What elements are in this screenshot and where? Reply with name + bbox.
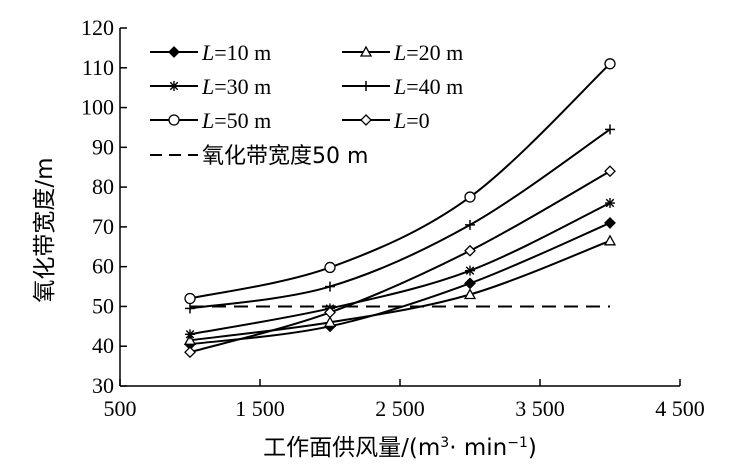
y-tick-label: 90 bbox=[92, 134, 114, 159]
data-point-marker bbox=[325, 281, 335, 292]
circle-marker bbox=[184, 292, 196, 305]
x-tick-label: 4 500 bbox=[655, 396, 705, 421]
series-line bbox=[189, 128, 611, 310]
data-point-marker bbox=[604, 58, 616, 70]
y-tick-label: 110 bbox=[82, 55, 114, 80]
legend-label: L=40 m bbox=[393, 74, 463, 99]
legend-label: L=30 m bbox=[201, 74, 271, 99]
y-tick-label: 50 bbox=[92, 293, 114, 318]
y-tick-label: 70 bbox=[92, 214, 114, 239]
x-tick-label: 2 500 bbox=[375, 396, 425, 421]
diamond-marker bbox=[360, 114, 372, 126]
data-point-marker bbox=[184, 346, 196, 359]
diamond-marker bbox=[604, 165, 616, 178]
legend-item-5: L=0 bbox=[342, 108, 430, 133]
data-point-marker bbox=[361, 81, 371, 91]
x-tick-label: 1 500 bbox=[235, 396, 285, 421]
triangle-marker bbox=[463, 288, 477, 300]
circle-marker bbox=[168, 114, 180, 126]
series-3 bbox=[185, 124, 615, 314]
data-point-marker bbox=[168, 46, 180, 58]
y-tick-label: 30 bbox=[92, 373, 114, 398]
x-tick-label: 3 500 bbox=[515, 396, 565, 421]
data-point-marker bbox=[464, 244, 476, 257]
diamond-marker bbox=[464, 277, 476, 290]
data-point-marker bbox=[464, 191, 476, 203]
data-point-marker bbox=[169, 81, 179, 91]
x-axis-title: 工作面供风量/(m3· min−1) bbox=[263, 435, 537, 461]
data-point-marker bbox=[605, 198, 615, 209]
legend-label: L=10 m bbox=[201, 40, 271, 65]
circle-marker bbox=[604, 58, 616, 70]
data-point-marker bbox=[604, 216, 616, 229]
diamond-marker bbox=[184, 346, 196, 359]
legend-item-3: L=40 m bbox=[342, 74, 463, 99]
legend-label: L=0 bbox=[393, 108, 430, 133]
data-point-marker bbox=[184, 292, 196, 305]
star-marker-d2 bbox=[169, 81, 179, 91]
star-marker-d2 bbox=[185, 330, 195, 339]
series-5 bbox=[184, 165, 616, 359]
data-point-marker bbox=[324, 261, 336, 274]
series-line bbox=[189, 221, 611, 346]
data-point-marker bbox=[463, 288, 477, 300]
data-point-marker bbox=[185, 329, 195, 340]
star-marker-d2 bbox=[605, 198, 615, 208]
series-line bbox=[189, 239, 611, 342]
data-point-marker bbox=[359, 45, 373, 57]
y-tick-label: 80 bbox=[92, 174, 114, 199]
legend-item-reference: 氧化带宽度50 m bbox=[150, 144, 368, 169]
circle-marker bbox=[324, 261, 336, 274]
y-tick-label: 60 bbox=[92, 254, 114, 279]
data-point-marker bbox=[465, 219, 475, 230]
data-point-marker bbox=[324, 306, 336, 319]
triangle-marker bbox=[323, 316, 337, 328]
data-point-marker bbox=[183, 333, 197, 345]
diamond-marker bbox=[464, 244, 476, 257]
data-point-marker bbox=[323, 316, 337, 328]
diamond-marker bbox=[324, 306, 336, 319]
series-line bbox=[189, 202, 611, 336]
legend-label: L=20 m bbox=[393, 40, 463, 65]
legend-item-1: L=20 m bbox=[342, 40, 463, 65]
data-point-marker bbox=[464, 277, 476, 290]
triangle-marker bbox=[183, 333, 197, 345]
legend-item-0: L=10 m bbox=[150, 40, 271, 65]
y-tick-label: 100 bbox=[81, 95, 114, 120]
diamond-marker bbox=[168, 46, 180, 58]
data-point-marker bbox=[465, 265, 475, 276]
data-point-marker bbox=[185, 303, 195, 314]
triangle-marker bbox=[603, 234, 617, 246]
y-tick-label: 40 bbox=[92, 333, 114, 358]
data-point-marker bbox=[605, 124, 615, 135]
data-point-marker bbox=[604, 165, 616, 178]
legend-item-2: L=30 m bbox=[150, 74, 271, 99]
y-tick-label: 120 bbox=[81, 15, 114, 40]
legend-label: 氧化带宽度50 m bbox=[202, 144, 368, 169]
series-2 bbox=[185, 198, 615, 340]
y-axis-title: 氧化带宽度/m bbox=[32, 157, 58, 302]
series-line bbox=[189, 63, 611, 300]
legend-item-4: L=50 m bbox=[150, 108, 271, 133]
series-4 bbox=[184, 58, 616, 305]
series-line bbox=[189, 170, 611, 354]
star-marker-d2 bbox=[465, 266, 475, 275]
data-point-marker bbox=[603, 234, 617, 246]
data-point-marker bbox=[168, 114, 180, 126]
diamond-marker bbox=[604, 216, 616, 229]
triangle-marker bbox=[359, 45, 373, 57]
legend-label: L=50 m bbox=[201, 108, 271, 133]
data-point-marker bbox=[360, 114, 372, 126]
circle-marker bbox=[464, 191, 476, 203]
x-tick-label: 500 bbox=[104, 396, 137, 421]
series-1 bbox=[183, 234, 617, 345]
